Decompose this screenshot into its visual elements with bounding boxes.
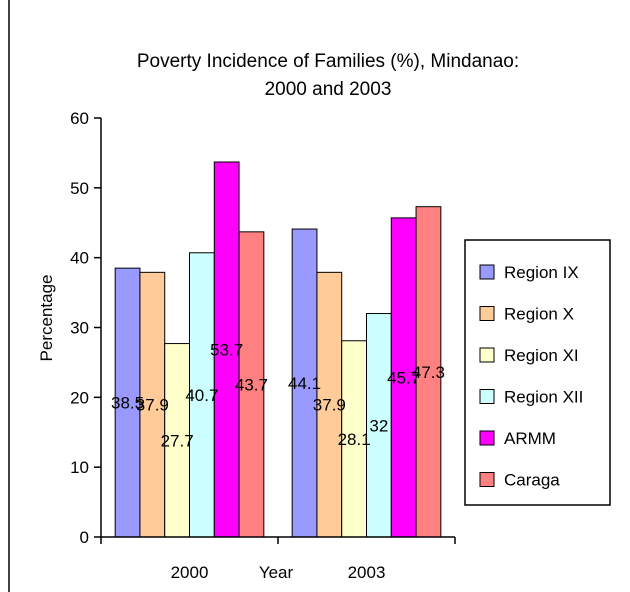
y-axis-ticks: 0 10 20 30 40 50 60 — [70, 109, 101, 547]
legend-swatch — [479, 389, 495, 404]
x-tick-label: 2000 — [171, 563, 209, 582]
data-label: 37.9 — [313, 396, 346, 415]
legend-label: Region XII — [504, 388, 583, 407]
chart-title-line-2: 2000 and 2003 — [265, 79, 392, 100]
legend-items: Region IX Region X Region XI Region XII ARMM… — [479, 263, 583, 490]
x-axis-label: Year — [259, 563, 294, 582]
x-axis-ticks: 2000 2003 — [100, 537, 456, 582]
y-tick-label: 10 — [70, 458, 89, 477]
legend-swatch — [479, 306, 495, 321]
bar — [341, 340, 368, 538]
legend-label: ARMM — [504, 429, 556, 448]
bar — [213, 161, 240, 538]
legend-swatch — [479, 430, 495, 446]
data-label: 38.5 — [111, 394, 144, 413]
data-label: 53.7 — [210, 340, 243, 359]
legend-label: Region XI — [504, 346, 579, 365]
legend-label: Region X — [504, 305, 574, 324]
legend-swatch — [479, 264, 495, 280]
bars-group — [114, 161, 442, 538]
y-tick-label: 60 — [70, 109, 89, 128]
legend-label: Caraga — [504, 471, 560, 490]
data-label: 43.7 — [235, 375, 268, 394]
y-tick-label: 50 — [70, 179, 89, 198]
y-axis-label: Percentage — [37, 275, 56, 362]
bar — [415, 206, 442, 538]
legend-label: Region IX — [504, 263, 579, 282]
data-label: 27.7 — [161, 431, 194, 450]
bar — [291, 228, 318, 538]
data-label: 32 — [369, 416, 388, 435]
data-label: 47.3 — [412, 363, 445, 382]
legend-swatch — [479, 472, 495, 487]
y-tick-label: 30 — [70, 319, 89, 338]
data-label: 28.1 — [338, 430, 371, 449]
bar — [238, 231, 265, 538]
legend-swatch — [479, 347, 495, 363]
data-label: 45.7 — [387, 368, 420, 387]
data-labels: 38.5 44.1 37.9 37.9 27.7 28.1 40.7 32 53.7 45.7 43… — [111, 340, 445, 450]
y-tick-label: 20 — [70, 388, 89, 407]
chart-title-line-1: Poverty Incidence of Families (%), Minda… — [137, 51, 519, 72]
y-tick-label: 40 — [70, 249, 89, 268]
bar — [390, 217, 417, 538]
y-tick-label: 0 — [80, 528, 89, 547]
legend-box — [464, 239, 611, 506]
x-tick-label: 2003 — [348, 563, 386, 582]
legend: Region IX Region X Region XI Region XII ARMM… — [464, 239, 611, 506]
data-label: 37.9 — [136, 396, 169, 415]
data-label: 40.7 — [185, 386, 218, 405]
data-label: 44.1 — [288, 374, 321, 393]
